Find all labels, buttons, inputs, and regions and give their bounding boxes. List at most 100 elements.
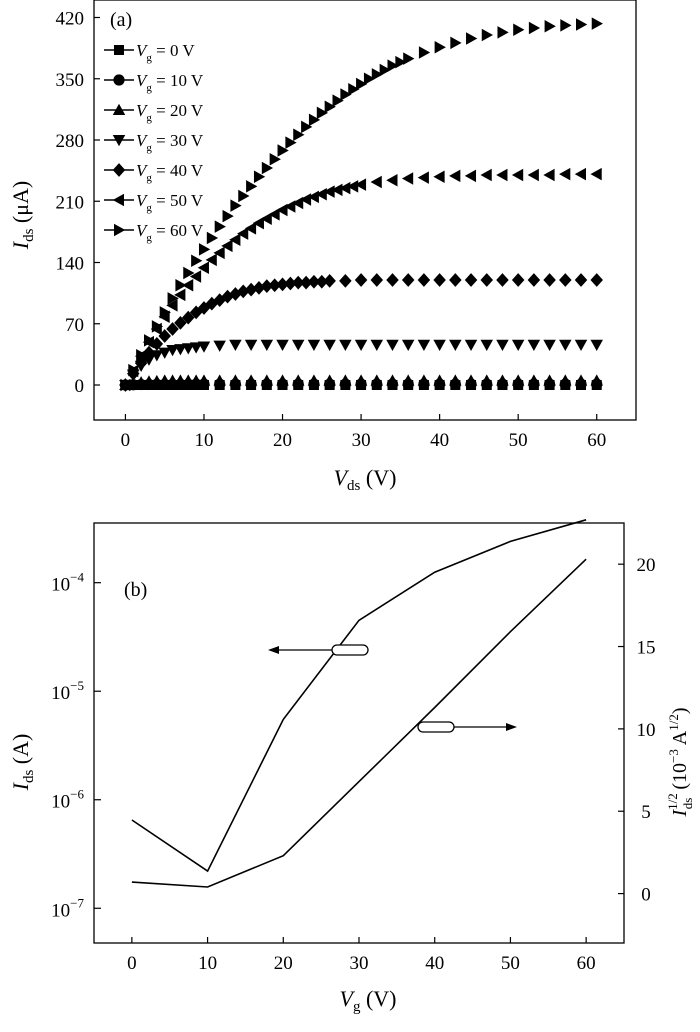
data-point (307, 274, 321, 289)
panel-a-label: (a) (110, 9, 132, 31)
data-point (574, 339, 588, 351)
data-point (214, 220, 226, 233)
data-point (590, 339, 603, 351)
data-point (277, 144, 289, 157)
data-point (387, 59, 399, 72)
panel-a-y-ticks: 0 70 140 210 280 350 420 (56, 9, 100, 397)
y-tick-label: 70 (65, 315, 84, 336)
data-point (323, 185, 335, 198)
data-point (543, 374, 556, 386)
panel-b-x-ticks: 0 10 20 30 40 50 60 (127, 937, 596, 974)
legend-marker (112, 193, 124, 207)
data-point (182, 343, 195, 355)
data-point (293, 128, 305, 141)
data-point (291, 339, 305, 351)
data-point (480, 168, 492, 182)
data-point (261, 161, 274, 175)
data-point (301, 120, 313, 134)
data-point (276, 374, 289, 386)
right-axis-arrow (417, 721, 517, 733)
x-tick-label: 20 (274, 953, 293, 974)
data-point (268, 208, 280, 221)
x-tick-label: 0 (121, 430, 131, 451)
y2-tick-label: 15 (637, 638, 656, 659)
data-point (370, 374, 384, 386)
data-point (174, 288, 186, 302)
data-point (354, 339, 368, 351)
legend-entry: Vg = 20 V (104, 101, 204, 124)
data-point (590, 167, 602, 181)
data-point (496, 374, 509, 386)
data-point (246, 180, 258, 193)
y-tick-label: 10−6 (51, 787, 84, 813)
data-point (401, 273, 415, 287)
data-point (308, 113, 321, 127)
data-point (253, 170, 266, 183)
data-point (189, 270, 202, 283)
data-point (481, 28, 494, 42)
panel-b-y2-ticks: 0 5 10 15 20 (618, 555, 656, 906)
legend-marker (112, 103, 126, 115)
legend-label: Vg = 40 V (136, 161, 204, 184)
data-point (379, 63, 391, 77)
data-point (417, 374, 431, 386)
data-point (464, 339, 478, 351)
data-point (182, 310, 195, 325)
data-point (370, 273, 384, 287)
data-point (182, 279, 194, 292)
data-point (370, 175, 382, 189)
data-point (480, 339, 494, 351)
data-point (543, 339, 556, 351)
data-point (276, 277, 289, 292)
panel-a-frame (93, 0, 637, 421)
data-point (386, 339, 399, 351)
legend-marker (112, 163, 126, 177)
data-point (229, 339, 242, 351)
data-point (371, 68, 384, 81)
data-point (466, 32, 478, 45)
data-point (576, 18, 588, 31)
data-point (346, 180, 359, 193)
y-tick-label: 280 (56, 131, 85, 152)
y-tick-label: 350 (56, 70, 85, 91)
legend-marker (112, 135, 126, 147)
data-point (339, 274, 352, 288)
data-point (260, 339, 274, 351)
data-point (197, 374, 211, 386)
data-point (167, 292, 179, 305)
data-point (528, 21, 541, 35)
data-point (205, 253, 217, 267)
legend-label: Vg = 30 V (136, 131, 204, 154)
data-point (559, 374, 572, 386)
data-point (496, 273, 509, 287)
data-point (418, 46, 431, 59)
legend-label: Vg = 0 V (136, 41, 195, 64)
data-point (189, 342, 203, 354)
legend-label: Vg = 10 V (136, 71, 204, 94)
data-point (143, 334, 156, 347)
data-point (307, 190, 319, 204)
panel-b: (b) 0 10 20 30 40 50 60 10−7 10−6 10−5 10−4 0 5 10 1… (8, 519, 695, 1015)
data-point (527, 339, 541, 351)
data-point (417, 339, 431, 351)
legend-entry: Vg = 30 V (104, 131, 204, 154)
data-point (316, 106, 329, 120)
data-point (252, 281, 266, 295)
legend-entry: Vg = 10 V (104, 71, 204, 94)
data-point (323, 374, 336, 386)
data-point (174, 316, 187, 330)
data-point (285, 136, 297, 149)
data-point (590, 273, 603, 287)
x-tick-label: 50 (509, 430, 528, 451)
data-point (511, 273, 525, 287)
data-point (559, 167, 571, 181)
x-tick-label: 20 (273, 430, 292, 451)
data-point (174, 344, 187, 356)
data-point (339, 374, 352, 386)
data-point (166, 345, 179, 357)
legend-entry: Vg = 50 V (104, 191, 204, 214)
y-tick-label: 420 (56, 9, 85, 30)
data-point (183, 266, 195, 280)
x-tick-label: 30 (352, 430, 371, 451)
data-point (403, 52, 415, 65)
